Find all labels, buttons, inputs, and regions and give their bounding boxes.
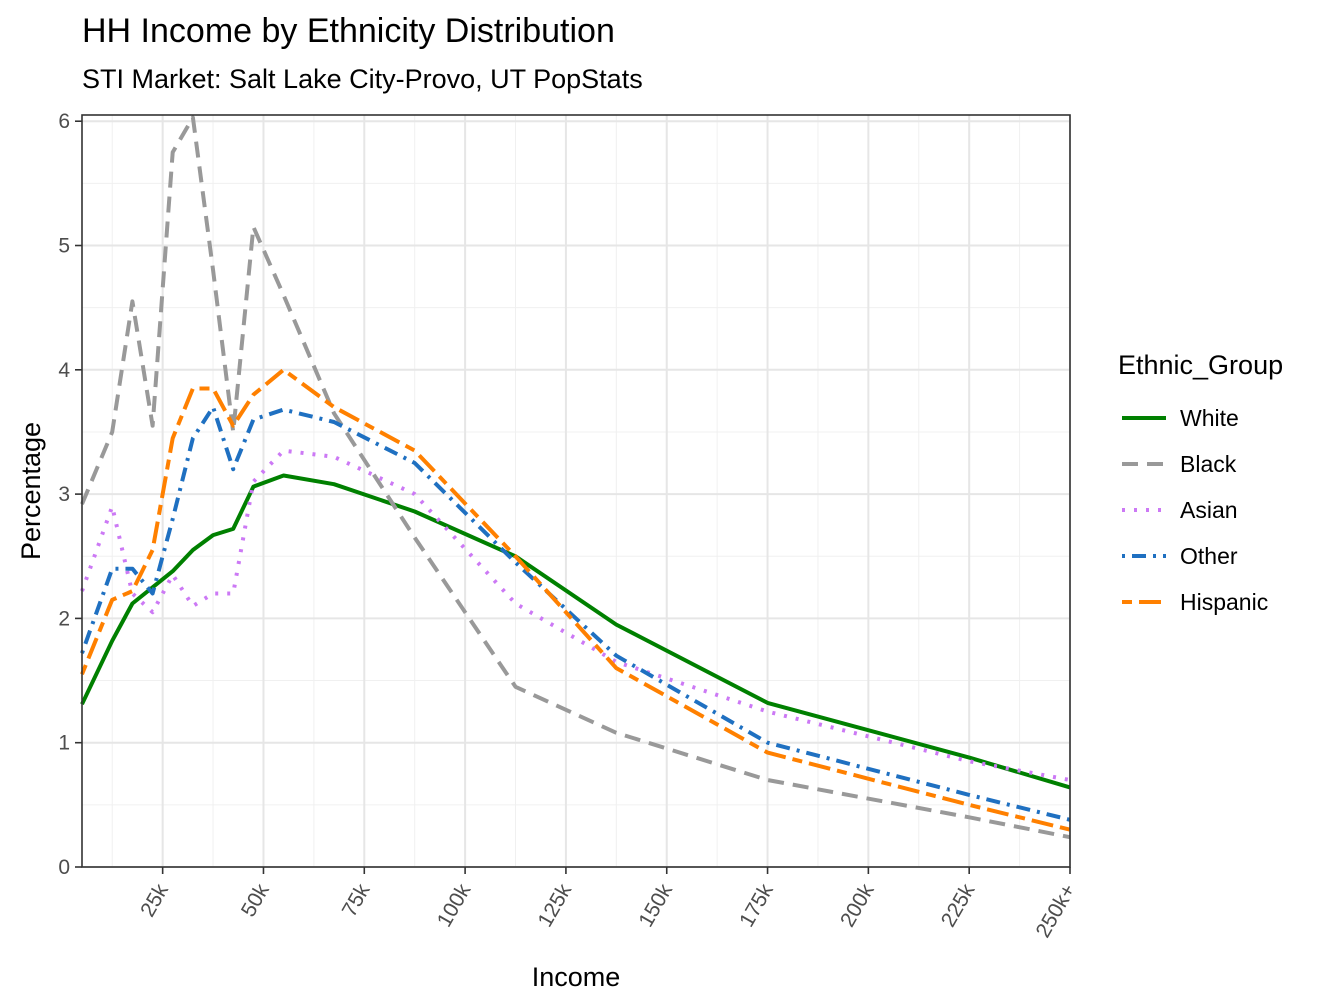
legend-key-swatch	[1122, 600, 1166, 604]
x-axis: 25k 50k 75k 100k 125k 150k 175k 200k 225k 250k+	[136, 867, 1080, 942]
plot-border	[81, 114, 1071, 868]
x-tick-label: 50k	[237, 880, 274, 921]
y-tick-label: 2	[58, 607, 70, 630]
x-tick-label: 175k	[735, 880, 778, 931]
plot-panel	[82, 115, 1070, 867]
legend-title: Ethnic_Group	[1118, 350, 1284, 380]
legend-label: Asian	[1180, 496, 1238, 523]
legend-label: Other	[1180, 542, 1238, 569]
chart-subtitle: STI Market: Salt Lake City-Provo, UT Pop…	[82, 64, 643, 94]
legend-key-swatch	[1122, 554, 1166, 558]
x-tick-label: 125k	[534, 880, 577, 931]
y-tick-label: 4	[58, 359, 70, 382]
grid-minor	[82, 115, 1070, 867]
x-tick-label: 250k+	[1032, 880, 1081, 942]
x-tick-label: 225k	[937, 880, 980, 931]
legend-key-swatch	[1122, 508, 1166, 512]
legend-item-asian: Asian	[1118, 487, 1283, 533]
y-tick-label: 0	[58, 856, 70, 879]
x-tick-label: 25k	[136, 880, 173, 921]
y-tick-label: 6	[58, 110, 70, 133]
legend-key-swatch	[1122, 416, 1166, 420]
grid-major	[82, 115, 1071, 868]
x-axis-title: Income	[532, 962, 621, 992]
chart-title: HH Income by Ethnicity Distribution	[82, 12, 615, 50]
y-axis: 0 1 2 3 4 5 6	[58, 110, 82, 879]
legend-items: White Black Asian Other Hispanic	[1118, 395, 1283, 625]
legend-label: Hispanic	[1180, 588, 1269, 615]
y-tick-label: 3	[58, 483, 70, 506]
y-axis-title: Percentage	[16, 422, 46, 560]
legend-item-hispanic: Hispanic	[1118, 579, 1283, 625]
legend-label: Black	[1180, 450, 1237, 477]
legend-item-white: White	[1118, 395, 1283, 441]
series-lines	[80, 115, 1071, 840]
series-line-white	[80, 473, 1071, 790]
legend-item-black: Black	[1118, 441, 1283, 487]
x-tick-label: 150k	[634, 880, 677, 931]
x-tick-label: 200k	[836, 880, 879, 931]
legend-item-other: Other	[1118, 533, 1283, 579]
x-tick-label: 100k	[433, 880, 476, 931]
x-tick-label: 75k	[338, 880, 375, 921]
y-tick-label: 1	[58, 732, 70, 755]
legend: Ethnic_Group White Black Asian Other Hispani…	[1118, 350, 1283, 625]
legend-label: White	[1180, 404, 1239, 431]
series-line-hispanic	[80, 367, 1071, 832]
y-tick-label: 5	[58, 235, 70, 258]
legend-key-swatch	[1122, 462, 1166, 466]
